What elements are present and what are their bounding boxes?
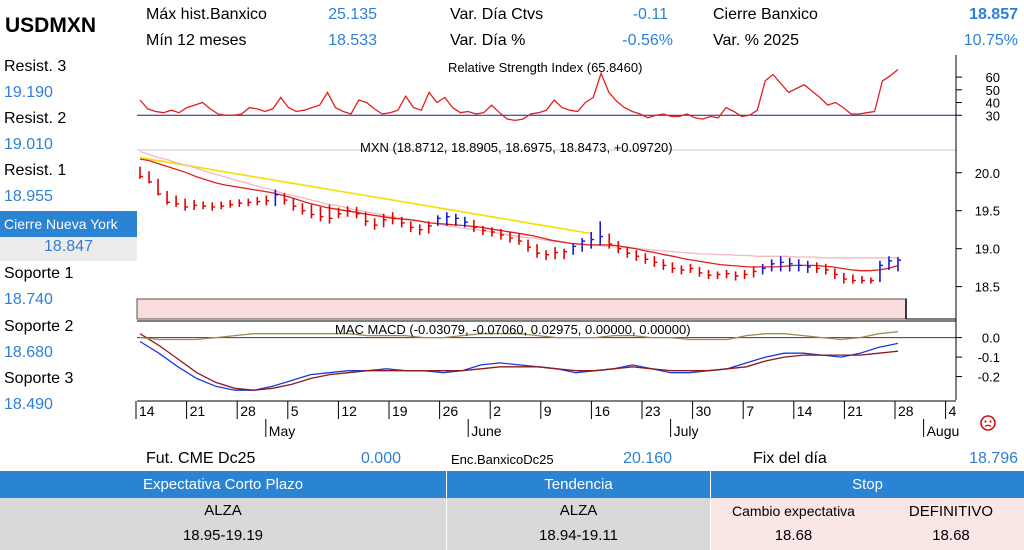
- month-label: Augu: [927, 423, 960, 439]
- expectativa-direction: ALZA: [204, 502, 242, 519]
- x-tick-label: 12: [341, 403, 357, 419]
- x-tick-label: 9: [544, 403, 552, 419]
- x-tick-label: 7: [746, 403, 754, 419]
- x-tick-label: 26: [443, 403, 459, 419]
- macd-series-line: [139, 333, 899, 391]
- rsi-line: [139, 68, 899, 122]
- enc-banxico-label: Enc.BanxicoDc25: [451, 452, 554, 467]
- ny-close-value: 18.847: [44, 238, 93, 255]
- price-tick-label: 20.0: [975, 166, 1000, 181]
- cierre-banxico-value: 18.857: [969, 6, 1018, 23]
- x-tick-label: 5: [291, 403, 299, 419]
- rsi-tick-label: 50: [986, 83, 1000, 98]
- var-dia-ctvs-label: Var. Día Ctvs: [450, 6, 544, 23]
- rsi-tick-label: 40: [986, 96, 1000, 111]
- fix-dia-value: 18.796: [969, 450, 1018, 467]
- cell-expectativa: ALZA 18.95-19.19: [0, 498, 446, 550]
- fut-cme-value: 0.000: [360, 450, 401, 467]
- stop-definitivo-value: 18.68: [932, 527, 970, 544]
- resist3-value: 19.190: [4, 84, 53, 101]
- alert-icon[interactable]: [980, 415, 996, 431]
- resist3-label: Resist. 3: [4, 58, 67, 75]
- month-label: May: [269, 423, 295, 439]
- macd-series-line: [139, 331, 899, 341]
- x-tick-label: 28: [240, 403, 256, 419]
- month-label: July: [674, 423, 699, 439]
- stop-cambio-value: 18.68: [774, 527, 813, 544]
- resist1-value: 18.955: [4, 188, 53, 205]
- ny-close-block: Cierre Nueva York 18.847: [0, 211, 137, 261]
- tendencia-range: 18.94-19.11: [539, 527, 618, 544]
- soporte2-label: Soporte 2: [4, 318, 74, 335]
- stop-definitivo-label: DEFINITIVO: [908, 503, 994, 520]
- volume-strip: [136, 298, 908, 320]
- soporte1-label: Soporte 1: [4, 265, 74, 282]
- x-tick-label: 16: [594, 403, 610, 419]
- price-tick-label: 19.0: [975, 242, 1000, 257]
- x-tick-label: 21: [190, 403, 206, 419]
- price-tick-label: 18.5: [975, 280, 1000, 295]
- x-tick-label: 23: [645, 403, 661, 419]
- var-2025-value: 10.75%: [963, 32, 1018, 49]
- cierre-banxico-label: Cierre Banxico: [713, 6, 818, 23]
- soporte1-value: 18.740: [4, 291, 53, 308]
- symbol-title: USDMXN: [5, 14, 97, 37]
- price-title: MXN (18.8712, 18.8905, 18.6975, 18.8473,…: [360, 140, 673, 155]
- x-tick-label: 14: [139, 403, 155, 419]
- min-12m-value: 18.533: [328, 32, 377, 49]
- ny-close-label: Cierre Nueva York: [0, 211, 137, 237]
- x-tick-label: 14: [797, 403, 813, 419]
- stop-cambio-label: Cambio expectativa: [732, 503, 855, 519]
- resist2-label: Resist. 2: [4, 110, 67, 127]
- soporte3-value: 18.490: [4, 396, 53, 413]
- header-tendencia: Tendencia: [447, 471, 710, 498]
- rsi-title: Relative Strength Index (65.8460): [448, 60, 642, 75]
- var-2025-label: Var. % 2025: [713, 32, 799, 49]
- x-tick-label: 2: [493, 403, 501, 419]
- header-stop: Stop: [711, 471, 1024, 498]
- macd-panel: 0.0 -0.1 -0.2: [137, 320, 1000, 391]
- macd-tick-label: 0.0: [982, 331, 1000, 346]
- x-tick-label: 21: [847, 403, 863, 419]
- macd-tick-label: -0.2: [978, 370, 1000, 385]
- macd-series-line: [139, 340, 899, 391]
- x-tick-label: 4: [949, 403, 957, 419]
- x-tick-label: 28: [898, 403, 914, 419]
- volume-strip-gap: [906, 299, 956, 319]
- x-tick-label: 19: [392, 403, 408, 419]
- cell-tendencia: ALZA 18.94-19.11: [447, 498, 710, 550]
- x-tick-label: 30: [696, 403, 712, 419]
- fix-dia-label: Fix del día: [753, 450, 827, 467]
- fut-cme-label: Fut. CME Dc25: [146, 450, 256, 467]
- tendencia-direction: ALZA: [559, 502, 598, 519]
- soporte3-label: Soporte 3: [4, 370, 74, 387]
- cell-stop: Cambio expectativa DEFINITIVO 18.68 18.6…: [711, 498, 1024, 550]
- min-12m-label: Mín 12 meses: [146, 32, 247, 49]
- date-axis: 14 21 28 5 12 19 26 2 9 16 23 30 7 14 21 28 4 May June July…: [135, 400, 960, 439]
- header-expectativa: Expectativa Corto Plazo: [0, 471, 446, 498]
- rsi-tick-label: 30: [986, 108, 1000, 123]
- var-dia-pct-value: -0.56%: [622, 32, 673, 49]
- ma-red-line: [139, 158, 899, 272]
- month-label: June: [471, 423, 502, 439]
- max-hist-value: 25.135: [328, 6, 377, 23]
- max-hist-label: Máx hist.Banxico: [146, 6, 267, 23]
- price-panel: 18.5 19.0 19.5 20.0: [137, 149, 1000, 295]
- expectativa-range: 18.95-19.19: [182, 527, 264, 544]
- resist1-label: Resist. 1: [4, 162, 67, 179]
- soporte2-value: 18.680: [4, 344, 53, 361]
- macd-tick-label: -0.1: [978, 350, 1000, 365]
- enc-banxico-value: 20.160: [623, 450, 672, 467]
- var-dia-ctvs-value: -0.11: [632, 6, 668, 23]
- ma-yellow-line: [139, 156, 592, 235]
- price-tick-label: 19.5: [975, 204, 1000, 219]
- macd-title: MAC MACD (-0.03079, -0.07060, 0.02975, 0…: [335, 322, 691, 337]
- resist2-value: 19.010: [4, 136, 53, 153]
- rsi-tick-label: 60: [986, 70, 1000, 85]
- var-dia-pct-label: Var. Día %: [450, 32, 526, 49]
